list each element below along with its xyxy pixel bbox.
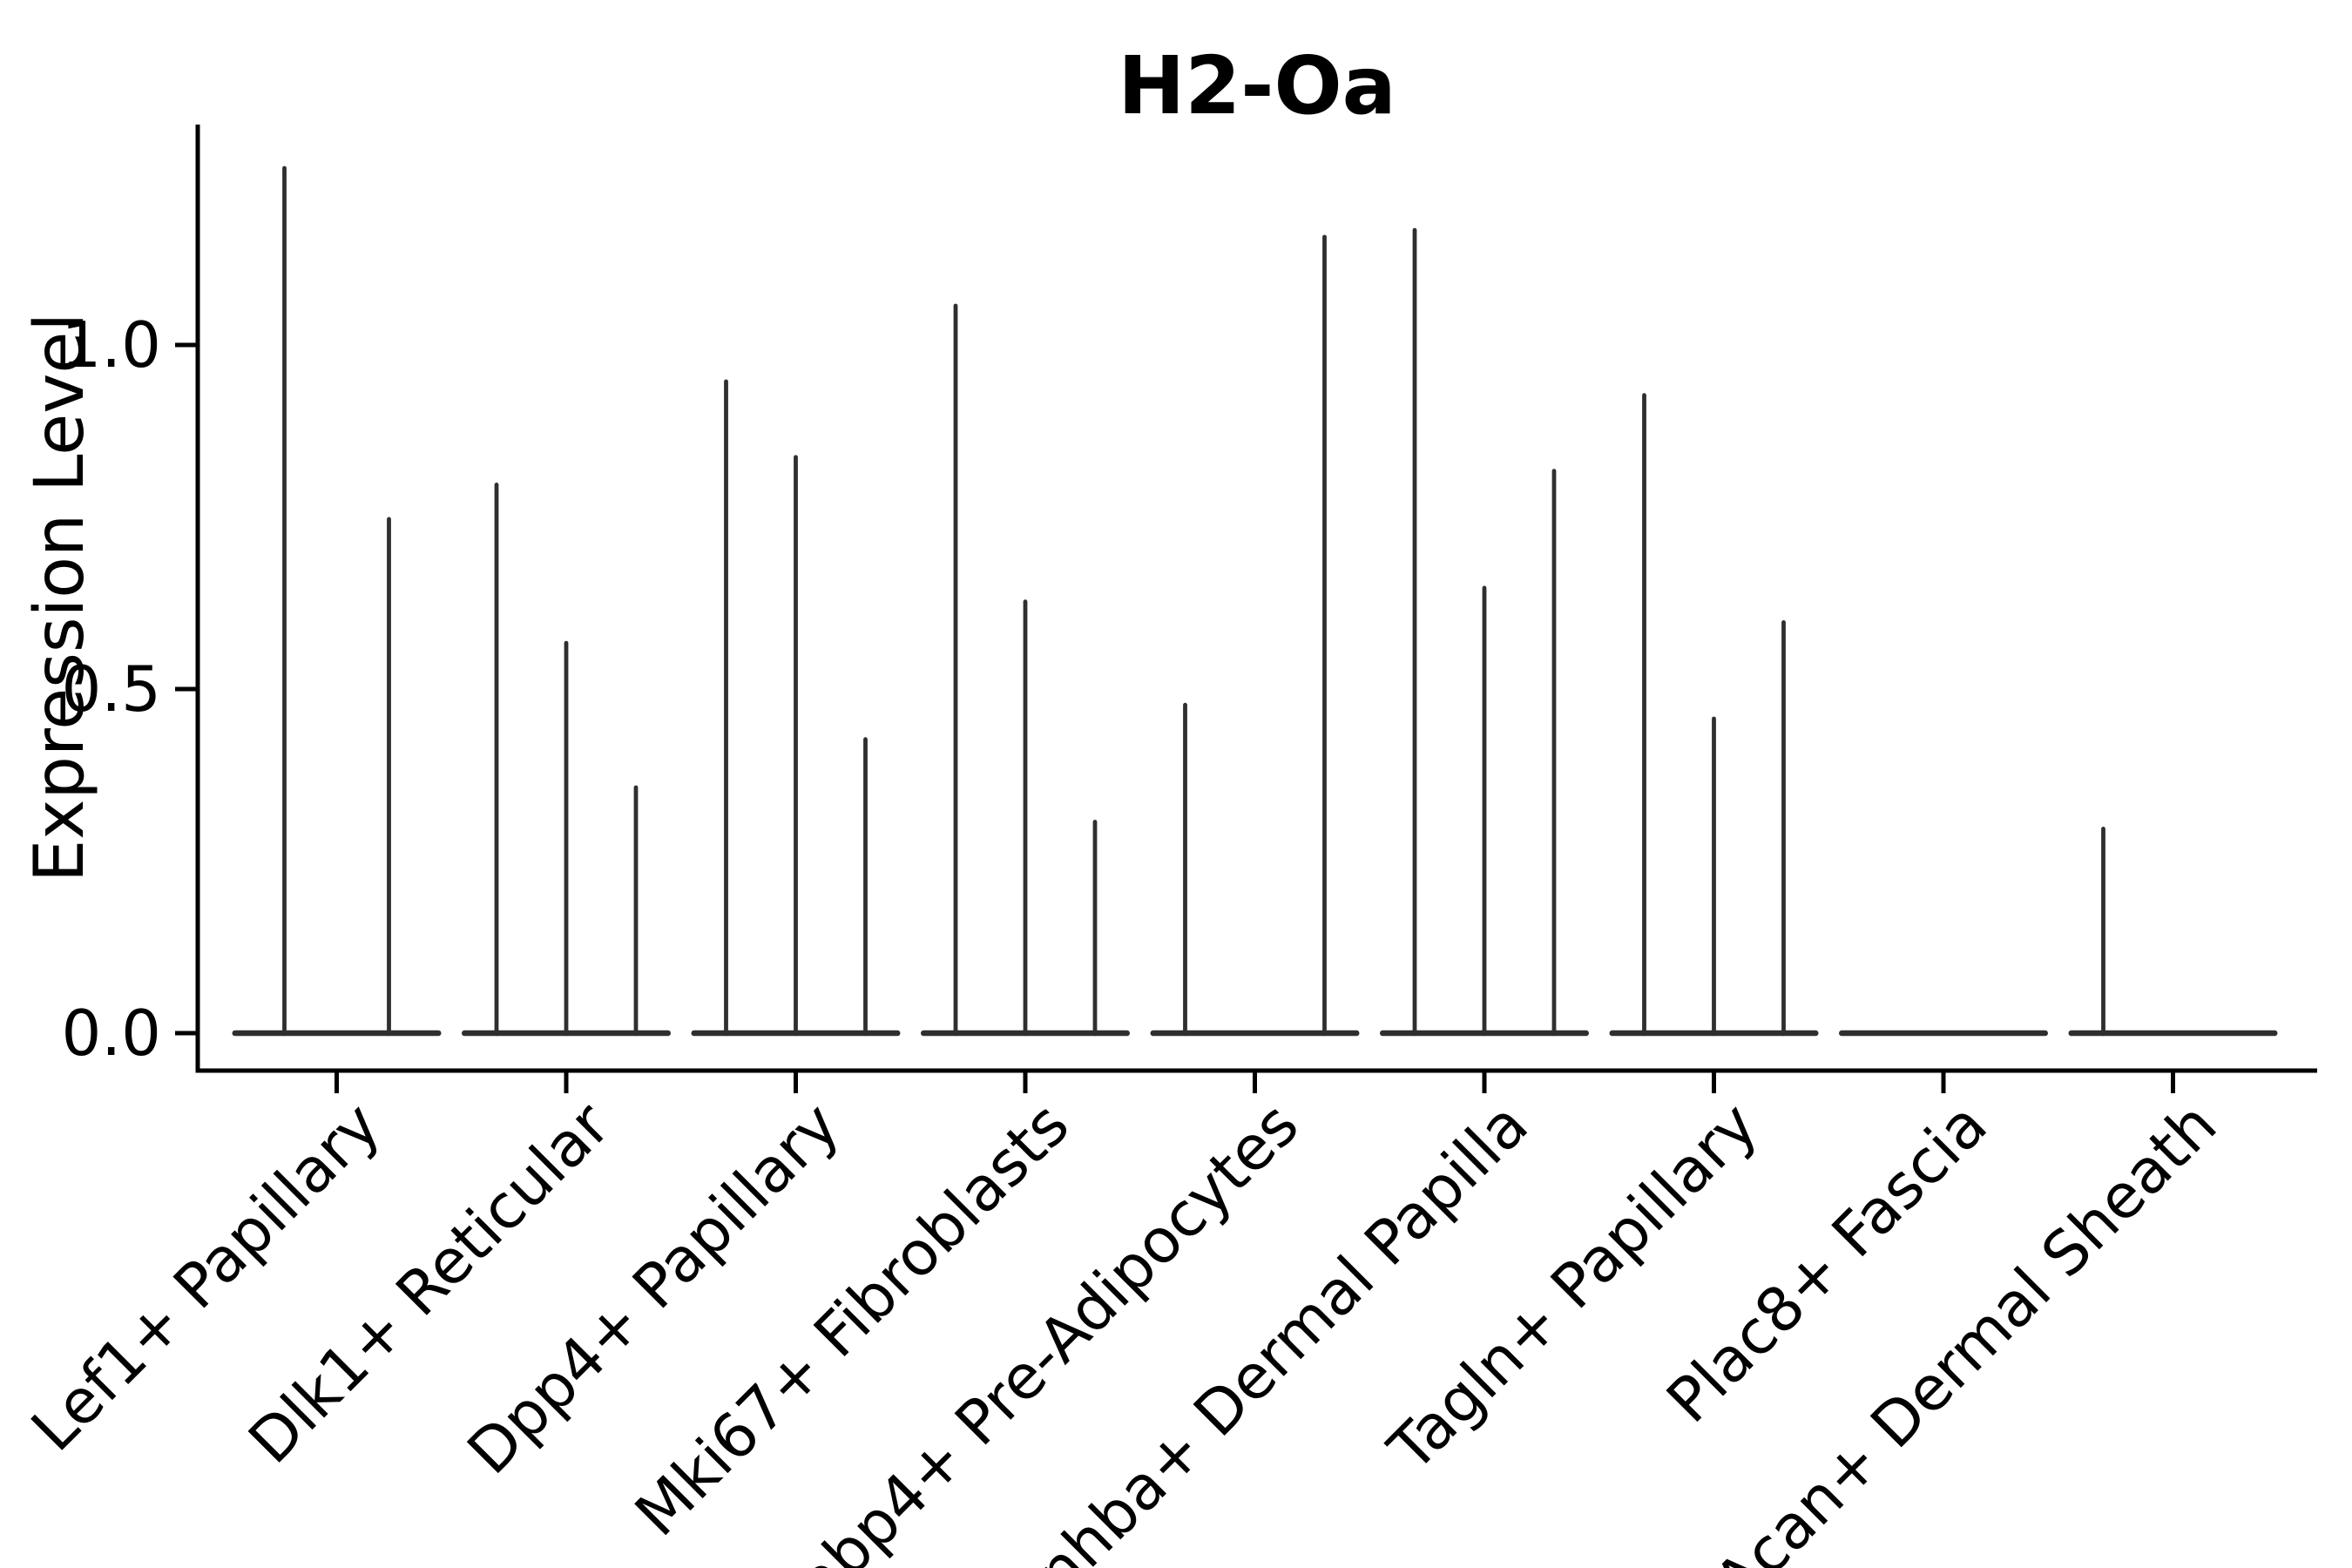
violin-stem — [1482, 585, 1487, 1037]
y-axis-label: Expression Level — [21, 313, 99, 882]
violin-stem — [1023, 599, 1028, 1037]
violin-stem — [1322, 234, 1327, 1037]
violin-stem — [863, 737, 868, 1037]
violin-stem — [633, 785, 639, 1037]
violin-base — [2068, 1030, 2278, 1037]
violin-stem — [564, 640, 569, 1037]
violins-layer — [232, 166, 2278, 1037]
violin-base — [1839, 1030, 2048, 1037]
violin-stem — [794, 455, 798, 1037]
chart-title: H2-Oa — [1118, 39, 1396, 132]
violin-stem — [494, 483, 499, 1037]
x-tick-label: Mki67+ Fibroblasts — [621, 1089, 1082, 1550]
violin-stem — [724, 379, 728, 1037]
violin-stem — [282, 166, 287, 1037]
violin-stem — [1642, 393, 1646, 1037]
violin-stem — [1092, 820, 1098, 1037]
y-tick-label: 0.0 — [61, 997, 161, 1070]
violin-base — [1150, 1030, 1360, 1037]
violin-stem — [1781, 620, 1786, 1037]
violin-stem — [1183, 702, 1187, 1037]
y-tick-label: 1.0 — [61, 308, 161, 382]
violin-stem — [953, 303, 958, 1037]
violin-base — [232, 1030, 442, 1037]
violin-stem — [2101, 827, 2105, 1037]
violin-stem — [1412, 227, 1417, 1037]
violin-stem — [1712, 716, 1716, 1037]
violin-stem — [1551, 469, 1557, 1037]
violin-stem — [387, 517, 391, 1037]
y-tick-label: 0.5 — [61, 652, 161, 726]
axes-layer — [175, 125, 2317, 1093]
